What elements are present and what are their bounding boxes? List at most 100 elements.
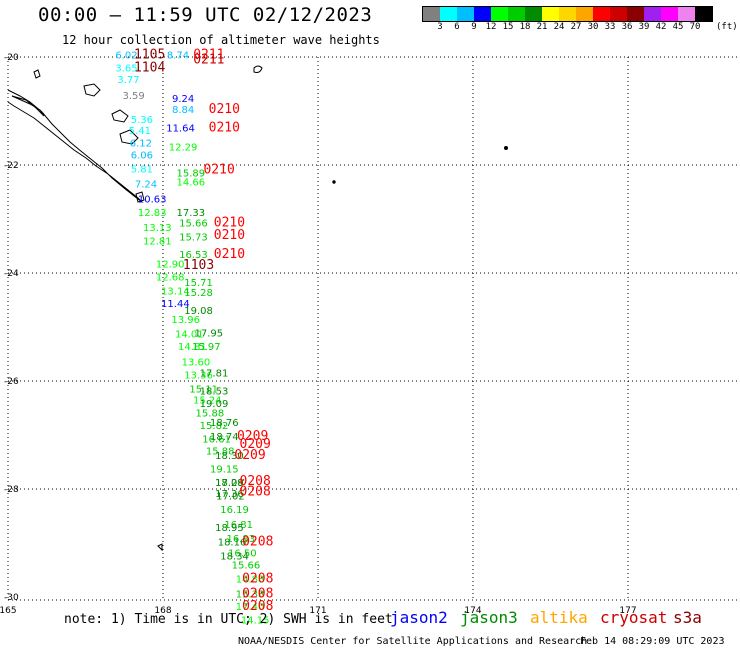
swh-value: 15.66 [232,561,261,572]
swh-value: 5.41 [129,126,151,137]
lat-tick-label: -24 [4,269,19,279]
lat-tick-label: -28 [4,485,19,495]
legend-label: 42 [655,22,667,32]
swh-value: 14.01 [175,330,204,341]
swh-value: 5.36 [131,115,153,126]
satellite-altika: altika [530,608,588,627]
time-label: 0209 [240,437,271,452]
swh-value: 15.71 [184,278,213,289]
swh-value: 6.12 [130,139,152,150]
swh-value: 18.16 [218,538,247,549]
swh-value: 13.13 [143,223,172,234]
swh-value: 15.73 [179,233,208,244]
time-label: 0208 [242,586,273,601]
swh-value: 12.81 [143,236,172,247]
legend-label: 45 [672,22,684,32]
swh-value: 18.30 [215,451,244,462]
swh-value: 12.83 [138,208,167,219]
legend-label: 6 [454,22,460,32]
swh-value: 3.77 [117,75,139,86]
swh-value: 17.02 [216,492,245,503]
color-legend [422,6,713,22]
swh-value: 8.74 [167,51,189,62]
lon-tick-label: 168 [154,606,171,616]
swh-value: 16.50 [228,549,257,560]
norfolk-islet [157,543,163,552]
swh-value: 15.24 [193,395,222,406]
legend-swatch [627,7,644,21]
swh-value: 13.60 [182,357,211,368]
swh-value: 9.24 [172,94,194,105]
matthew-island [253,65,263,73]
coastline [7,65,508,552]
isle-of-pines [135,191,145,203]
legend-label: 39 [638,22,650,32]
legend-swatch [525,7,542,21]
swh-value: 13.36 [184,370,213,381]
swh-value: 16.19 [220,505,249,516]
small-islet [332,180,336,184]
swh-value: 19.15 [210,464,239,475]
loyalty-islands-2 [119,129,139,145]
swh-value: 15.97 [192,342,221,353]
swh-value: 14.81 [178,342,207,353]
lon-tick-label: 174 [464,606,481,616]
swh-value: 17.95 [195,329,224,340]
swh-value: 16.81 [224,520,253,531]
satellite-cryosat: cryosat [600,608,668,627]
map-subtitle: 12 hour collection of altimeter wave hei… [62,33,380,47]
lat-tick-label: -22 [4,161,19,171]
new-caledonia-coast [7,89,143,203]
swh-value: 17.33 [177,208,206,219]
legend-label: 36 [621,22,633,32]
swh-value: 14.66 [177,178,206,189]
legend-label: 18 [519,22,531,32]
swh-value: 15.88 [206,446,235,457]
time-label: 0208 [242,599,273,614]
swh-value: 13.96 [171,315,200,326]
swh-values: 6.02 3.653.77 3.59 5.365.41 6.126.06 5.81 7.24… [115,51,270,627]
time-label: 0208 [242,572,273,587]
lat-tick-label: -30 [4,593,19,603]
swh-value: 15.66 [179,218,208,229]
lon-tick-label: 171 [309,606,326,616]
time-label: 1103 [183,258,214,273]
swh-value: 15.89 [177,168,206,179]
legend-label: 9 [471,22,477,32]
swh-value: 15.38 [236,589,265,600]
swh-value: 14.15 [241,615,270,626]
swh-value: 3.65 [115,64,137,75]
legend-swatch [576,7,593,21]
swh-value: 15.82 [200,421,229,432]
belep-islands [33,69,41,79]
legend-labels: 3 6 9 12 15 18 21 24 27 30 33 36 39 42 45 70 [422,22,740,34]
legend-label: 15 [502,22,514,32]
lat-tick-label: -26 [4,377,19,387]
swh-value: 17.36 [215,489,244,500]
swh-value: 16.61 [202,435,231,446]
swh-value: 6.06 [131,151,153,162]
legend-label: 33 [604,22,616,32]
new-caledonia-coast-detail [11,95,45,117]
legend-swatch [644,7,661,21]
lon-tick-label: 177 [619,606,636,616]
swh-value: 12.90 [156,260,185,271]
legend-label: 12 [485,22,497,32]
legend-swatch [678,7,695,21]
swh-value: 18.53 [200,387,229,398]
legend-swatch [457,7,474,21]
swh-value: 19.08 [184,306,213,317]
legend-label: 30 [587,22,599,32]
swh-value: 12.29 [169,142,198,153]
legend-swatch [423,7,440,21]
legend-swatch [440,7,457,21]
time-label: 0210 [214,215,245,230]
loyalty-islands [111,109,129,123]
time-label: 0210 [209,120,240,135]
swh-value: 17.08 [215,478,244,489]
lat-tick-label: -20 [4,53,19,63]
time-label: 0211 [193,48,224,63]
swh-value: 18.34 [220,551,249,562]
swh-value: 18.76 [210,418,239,429]
